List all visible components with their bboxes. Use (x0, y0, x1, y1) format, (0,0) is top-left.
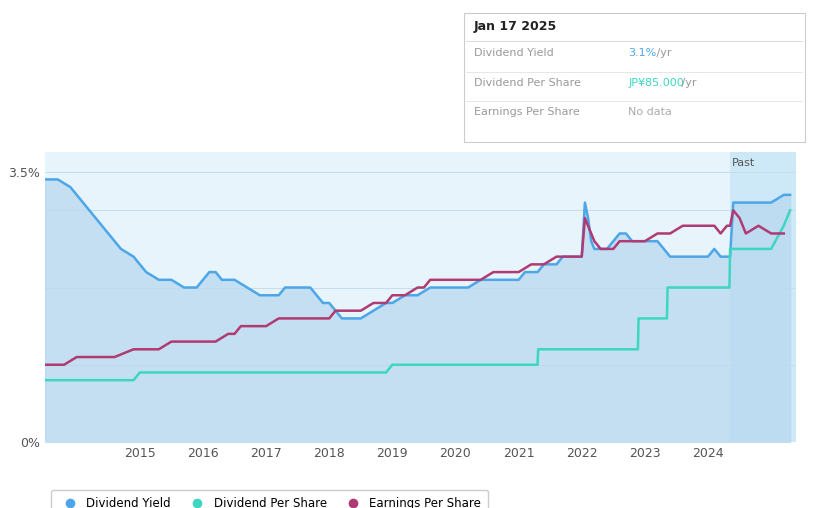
Text: Earnings Per Share: Earnings Per Share (474, 107, 580, 117)
Bar (730, 152, 796, 442)
Text: Jan 17 2025: Jan 17 2025 (474, 20, 557, 34)
Text: /yr: /yr (678, 78, 696, 88)
Text: Dividend Yield: Dividend Yield (474, 48, 553, 58)
Text: 3.1%: 3.1% (628, 48, 656, 58)
Text: /yr: /yr (653, 48, 671, 58)
Text: Past: Past (732, 158, 755, 168)
Legend: Dividend Yield, Dividend Per Share, Earnings Per Share: Dividend Yield, Dividend Per Share, Earn… (51, 490, 488, 508)
Text: Dividend Per Share: Dividend Per Share (474, 78, 580, 88)
Text: No data: No data (628, 107, 672, 117)
Text: JP¥85.000: JP¥85.000 (628, 78, 684, 88)
